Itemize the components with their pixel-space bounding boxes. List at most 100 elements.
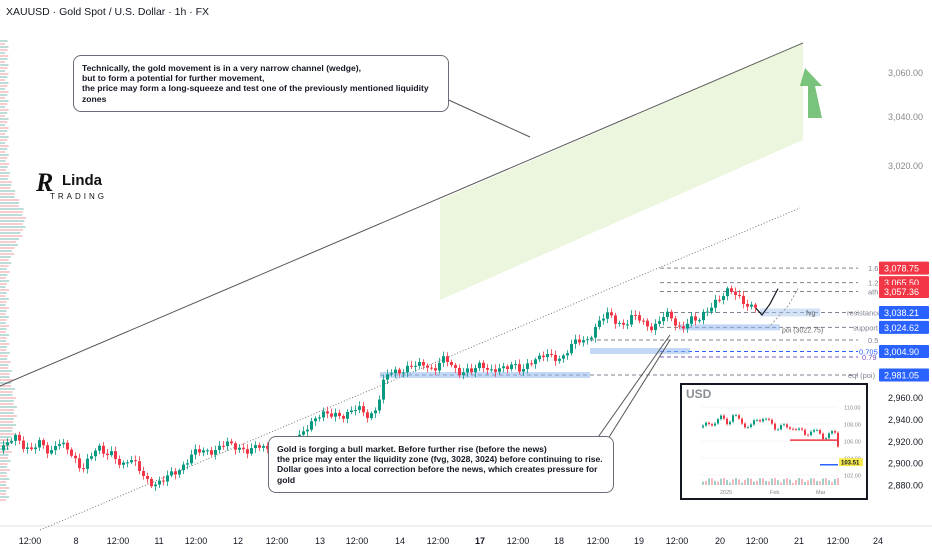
price-tag <box>879 305 929 319</box>
candle-body <box>234 443 237 450</box>
candle-body <box>614 315 617 324</box>
inset-candle-body <box>732 415 734 422</box>
candle-body <box>382 379 385 400</box>
volume-profile-bar <box>0 94 8 96</box>
candle-body <box>354 410 357 412</box>
volume-profile-bar <box>0 304 6 306</box>
x-tick-label: 21 <box>794 536 804 546</box>
inset-volume-bar <box>774 478 776 485</box>
candle-body <box>38 440 41 448</box>
inset-candle-body <box>735 415 737 416</box>
inset-volume-bar <box>789 479 791 485</box>
candle-body <box>430 367 433 369</box>
volume-profile-bar <box>0 406 17 408</box>
candle-body <box>446 356 449 363</box>
candle-body <box>366 412 369 419</box>
fvg-zone <box>760 308 820 317</box>
y-tick-label: 2,880.00 <box>888 481 923 491</box>
inset-candle-body <box>744 423 746 428</box>
inset-volume-bar <box>822 478 824 485</box>
candle-body <box>342 415 345 419</box>
x-tick-label: 12:00 <box>19 536 42 546</box>
volume-profile-bar <box>0 181 12 183</box>
candle-body <box>202 450 205 453</box>
level-label: 1.618 <box>868 264 887 273</box>
inset-candle-body <box>723 415 725 419</box>
volume-profile-bar <box>0 229 23 231</box>
inset-candle-body <box>798 428 800 430</box>
callout-top: Technically, the gold movement is in a v… <box>73 55 449 112</box>
candle-body <box>662 317 665 322</box>
candle-body <box>522 368 525 372</box>
inset-volume-bar <box>747 478 749 485</box>
candle-body <box>750 304 753 307</box>
candle-body <box>682 326 685 329</box>
volume-profile-bar <box>0 391 13 393</box>
candle-body <box>746 304 749 307</box>
volume-profile-bar <box>0 61 6 63</box>
inset-candle-body <box>750 424 752 428</box>
candle-body <box>690 316 693 324</box>
candle-body <box>210 450 213 455</box>
candle-body <box>542 355 545 358</box>
inset-volume-bar <box>831 482 833 485</box>
volume-profile-bar <box>0 331 6 333</box>
volume-profile-bar <box>0 247 15 249</box>
price-tag <box>879 368 929 382</box>
candle-body <box>370 413 373 419</box>
volume-profile-bar <box>0 154 9 156</box>
inset-candle-body <box>801 428 803 430</box>
candle-body <box>314 418 317 422</box>
candle-body <box>418 361 421 366</box>
inset-last-value-tag <box>839 458 863 467</box>
volume-profile-bar <box>0 49 8 51</box>
volume-profile-bar <box>0 148 8 150</box>
inset-candle-body <box>708 422 710 425</box>
volume-profile-bar <box>0 274 8 276</box>
candle-body <box>410 365 413 367</box>
volume-profile-bar <box>0 337 7 339</box>
inset-volume-bar <box>738 479 740 485</box>
volume-profile-bar <box>0 430 13 432</box>
x-tick-label: 12:00 <box>346 536 369 546</box>
candle-body <box>550 353 553 355</box>
candle-body <box>458 367 461 376</box>
volume-profile-bar <box>0 259 9 261</box>
candle-body <box>62 442 65 445</box>
volume-profile-bar <box>0 211 23 213</box>
volume-profile-bar <box>0 403 14 405</box>
y-tick-label: 2,900.00 <box>888 459 923 469</box>
volume-profile-bar <box>0 469 10 471</box>
candle-body <box>638 315 641 321</box>
candle-body <box>686 323 689 329</box>
volume-profile-bar <box>0 82 9 84</box>
inset-volume-bar <box>771 478 773 485</box>
y-tick-label-partial: 3,040.00 <box>888 112 923 122</box>
candle-body <box>126 462 129 464</box>
volume-profile-bar <box>0 283 7 285</box>
volume-profile-bar <box>0 397 17 399</box>
volume-profile-bar <box>0 178 8 180</box>
brand-logo: R Linda TRADING <box>34 168 114 208</box>
volume-profile-bar <box>0 475 7 477</box>
volume-profile-bar <box>0 490 7 492</box>
volume-profile-bar <box>0 64 9 66</box>
volume-profile-bar <box>0 376 10 378</box>
candle-body <box>654 323 657 331</box>
volume-profile-bar <box>0 307 9 309</box>
candle-body <box>178 470 181 475</box>
x-tick-label: 20 <box>715 536 725 546</box>
candle-body <box>26 447 29 449</box>
candle-body <box>658 321 661 324</box>
candle-body <box>442 356 445 363</box>
level-label: 0.79 <box>862 353 877 362</box>
volume-profile-bar <box>0 277 6 279</box>
candle-body <box>718 299 721 301</box>
inset-volume-bar <box>828 480 830 485</box>
volume-profile-bar <box>0 127 9 129</box>
inset-volume-bar <box>708 478 710 485</box>
candle-body <box>506 366 509 369</box>
volume-profile-bar <box>0 70 6 72</box>
candle-body <box>570 343 573 354</box>
